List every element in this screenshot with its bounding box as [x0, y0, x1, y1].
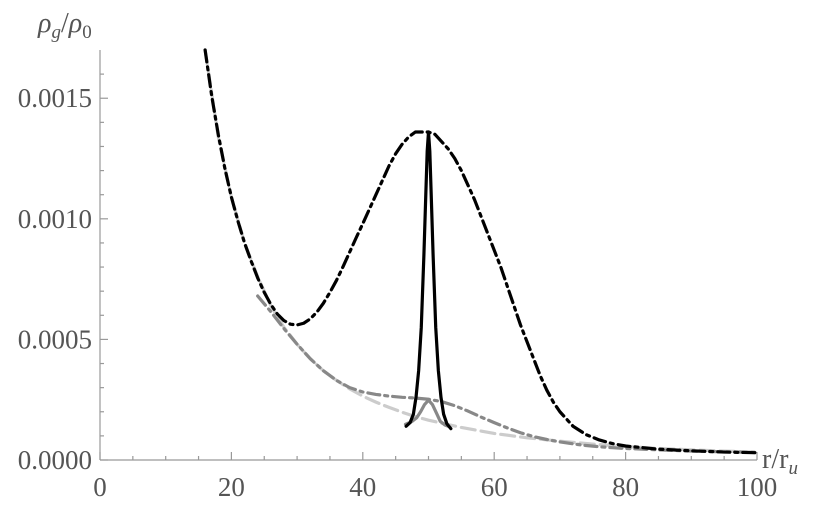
x-tick-label: 80 — [612, 472, 639, 502]
x-tick-label: 100 — [737, 472, 778, 502]
x-tick-label: 60 — [481, 472, 508, 502]
y-axis-label: ρg/ρ0 — [37, 8, 92, 43]
series-line-5 — [203, 48, 759, 455]
series-line-2 — [256, 294, 759, 455]
ticks — [99, 73, 758, 461]
y-tick-label: 0.0005 — [18, 324, 92, 354]
series-line-4 — [404, 130, 453, 431]
series-line-1 — [203, 48, 759, 454]
x-axis-label: r/ru — [762, 444, 798, 479]
y-tick-label: 0.0015 — [18, 83, 92, 113]
x-tick-label: 40 — [349, 472, 376, 502]
series-line-3 — [403, 398, 450, 428]
y-tick-label: 0.0010 — [18, 204, 92, 234]
y-tick-label: 0.0000 — [18, 445, 92, 475]
x-tick-label: 0 — [93, 472, 107, 502]
tick-labels: 0 20 40 60 80 100 0.0000 0.0005 0.0010 0.0015 — [18, 83, 778, 502]
x-tick-label: 20 — [218, 472, 245, 502]
series-group — [203, 48, 759, 455]
